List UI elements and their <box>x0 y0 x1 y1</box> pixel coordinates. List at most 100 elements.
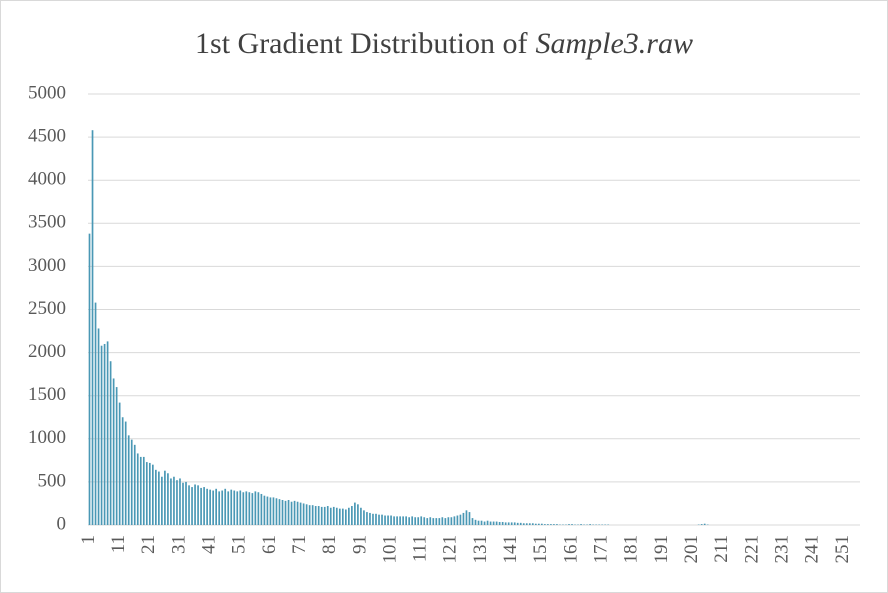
y-tick-label: 5000 <box>28 82 66 103</box>
bar <box>700 524 703 525</box>
bar <box>441 517 444 525</box>
bar <box>239 490 242 525</box>
title-text: 1st Gradient Distribution of <box>195 27 527 60</box>
bar <box>510 522 513 525</box>
bar <box>118 402 121 525</box>
bar <box>251 493 254 525</box>
bar <box>115 387 118 525</box>
bar <box>215 488 218 525</box>
bar <box>155 469 157 525</box>
bar <box>468 512 471 525</box>
bar <box>495 521 498 525</box>
bar <box>332 506 335 525</box>
bar <box>218 491 221 525</box>
x-tick-label: 181 <box>621 535 642 564</box>
bar <box>589 524 591 525</box>
bar <box>290 501 293 525</box>
bar <box>263 495 266 525</box>
bar <box>414 517 417 525</box>
bar <box>396 516 398 525</box>
bar <box>354 502 356 525</box>
bar <box>88 233 91 526</box>
bar <box>305 504 308 525</box>
y-tick-label: 2000 <box>28 341 66 362</box>
bar <box>504 522 507 525</box>
bar <box>522 523 525 525</box>
y-tick-label: 2500 <box>28 298 66 319</box>
y-tick-label: 3500 <box>28 212 66 233</box>
bar <box>341 508 344 525</box>
bar <box>266 496 269 525</box>
bar <box>260 493 263 525</box>
title-italic-text: Sample3.raw <box>535 27 693 60</box>
x-tick-label: 61 <box>259 535 280 554</box>
bar <box>248 492 251 525</box>
x-tick-label: 1 <box>78 535 99 545</box>
x-tick-label: 91 <box>349 535 370 554</box>
bar <box>185 481 187 525</box>
bar <box>387 515 389 525</box>
x-tick-label: 161 <box>560 535 581 564</box>
bar <box>287 500 290 525</box>
bar <box>378 514 380 525</box>
bar <box>447 517 450 525</box>
x-tick-label: 111 <box>410 535 431 562</box>
bar <box>275 498 278 525</box>
bar <box>405 516 407 525</box>
bar <box>112 378 115 525</box>
bar <box>459 514 462 525</box>
y-tick-label: 1000 <box>28 427 66 448</box>
bar <box>703 523 706 525</box>
bar <box>299 502 302 525</box>
bar <box>450 517 453 525</box>
x-tick-label: 151 <box>530 535 551 564</box>
bar <box>323 506 326 525</box>
bar <box>363 510 365 525</box>
bar <box>390 515 392 525</box>
bar <box>369 512 371 525</box>
chart-title: 1st Gradient Distribution of Sample3.raw <box>195 27 693 60</box>
bar <box>148 462 151 525</box>
bar <box>130 439 133 525</box>
bar <box>483 521 486 525</box>
bar <box>432 518 435 525</box>
x-tick-label: 121 <box>440 535 461 564</box>
bar <box>293 500 296 525</box>
bar <box>571 524 573 525</box>
x-tick-label: 51 <box>229 535 250 554</box>
bar <box>344 509 347 525</box>
bar <box>314 506 317 525</box>
bar <box>173 476 175 525</box>
bar <box>480 520 483 525</box>
bar <box>335 507 338 525</box>
bar <box>531 523 534 525</box>
bar <box>429 517 432 525</box>
x-tick-label: 201 <box>681 535 702 564</box>
y-tick-label: 4000 <box>28 169 66 190</box>
bar <box>121 417 124 525</box>
bar <box>372 513 374 525</box>
bar <box>456 515 459 525</box>
bar <box>357 504 359 525</box>
bar <box>360 507 362 525</box>
bar <box>516 522 519 525</box>
bar <box>519 522 522 525</box>
bar <box>179 478 181 525</box>
bar <box>550 524 552 525</box>
x-tick-label: 191 <box>651 535 672 564</box>
bar <box>209 489 211 525</box>
bar <box>501 521 504 525</box>
bar <box>230 489 233 525</box>
x-tick-label: 141 <box>500 535 521 564</box>
bar <box>492 521 495 525</box>
bar <box>206 488 208 525</box>
y-tick-label: 3000 <box>28 255 66 276</box>
bar <box>435 518 438 525</box>
bar <box>544 524 546 525</box>
bar <box>474 519 477 525</box>
bar <box>547 524 549 525</box>
bar <box>556 524 558 525</box>
bar <box>139 456 142 525</box>
bar <box>191 487 193 525</box>
bar <box>242 492 245 525</box>
